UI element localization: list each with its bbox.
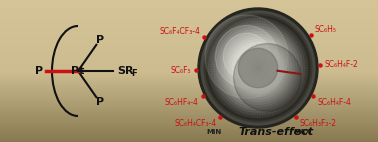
Circle shape xyxy=(204,14,312,122)
Text: SR: SR xyxy=(117,66,134,76)
Circle shape xyxy=(211,21,305,115)
Circle shape xyxy=(230,40,286,96)
Circle shape xyxy=(225,34,291,102)
Circle shape xyxy=(209,19,307,117)
Text: P: P xyxy=(35,66,43,76)
Circle shape xyxy=(232,42,284,94)
Circle shape xyxy=(198,8,318,128)
Text: SC₆F₄CF₃-4: SC₆F₄CF₃-4 xyxy=(159,27,200,36)
Circle shape xyxy=(222,32,294,104)
Circle shape xyxy=(248,58,268,78)
Circle shape xyxy=(253,63,263,73)
Circle shape xyxy=(219,29,297,107)
Circle shape xyxy=(206,16,310,120)
Text: SC₆H₄F-4: SC₆H₄F-4 xyxy=(318,98,352,106)
Circle shape xyxy=(234,44,301,111)
Text: P: P xyxy=(96,97,104,107)
Text: MAX: MAX xyxy=(293,129,311,135)
Text: SC₆H₄CF₃-4: SC₆H₄CF₃-4 xyxy=(175,119,217,128)
Circle shape xyxy=(238,48,279,88)
Text: Trans-effect: Trans-effect xyxy=(239,127,314,137)
Text: SC₆HF₄-4: SC₆HF₄-4 xyxy=(164,98,198,106)
Text: SC₆H₅: SC₆H₅ xyxy=(315,25,337,34)
Text: Pt: Pt xyxy=(71,66,85,76)
Circle shape xyxy=(215,25,278,88)
Circle shape xyxy=(214,24,302,112)
Text: SC₆H₃F₂-2: SC₆H₃F₂-2 xyxy=(299,119,336,128)
Text: SC₆F₅: SC₆F₅ xyxy=(170,66,191,75)
Text: F: F xyxy=(131,69,137,79)
Circle shape xyxy=(245,56,271,81)
Circle shape xyxy=(240,50,276,86)
Text: SC₆H₄F-2: SC₆H₄F-2 xyxy=(325,60,359,69)
Text: P: P xyxy=(96,35,104,45)
Circle shape xyxy=(256,66,260,70)
Circle shape xyxy=(227,37,289,99)
Circle shape xyxy=(201,11,315,125)
Circle shape xyxy=(238,48,278,88)
Circle shape xyxy=(243,53,273,83)
Circle shape xyxy=(235,45,281,91)
Text: MIN: MIN xyxy=(206,129,222,135)
Circle shape xyxy=(251,61,265,75)
Circle shape xyxy=(205,15,288,98)
Circle shape xyxy=(223,33,270,80)
Circle shape xyxy=(217,27,299,109)
